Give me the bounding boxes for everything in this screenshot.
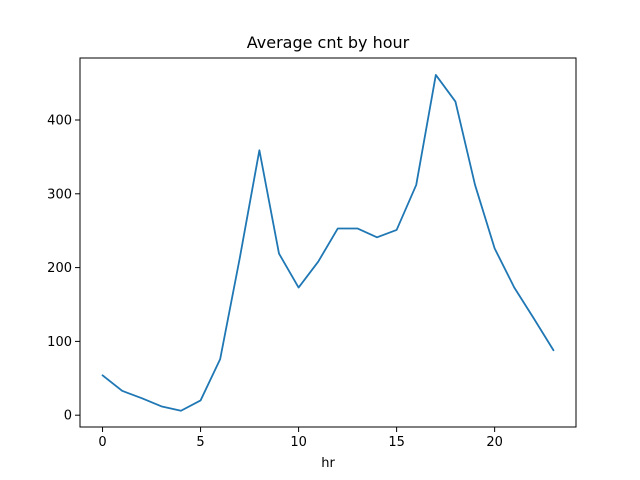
x-axis-label: hr — [321, 456, 335, 471]
series-line-0 — [101, 74, 555, 412]
x-tick-label: 5 — [196, 435, 204, 450]
y-tick-label: 0 — [64, 409, 72, 424]
plot-frame — [79, 57, 577, 428]
chart-title: Average cnt by hour — [247, 33, 410, 52]
x-tick-label: 10 — [290, 435, 307, 450]
y-tick-label: 200 — [47, 261, 72, 276]
y-axis: 0 100 200 300 400 — [47, 113, 80, 424]
x-tick-label: 20 — [486, 435, 503, 450]
y-tick-label: 400 — [47, 113, 72, 128]
series-layer — [101, 74, 555, 412]
x-tick-label: 0 — [98, 435, 106, 450]
x-tick-label: 15 — [388, 435, 405, 450]
y-tick-label: 100 — [47, 335, 72, 350]
x-axis: 0 5 10 15 20 — [98, 427, 503, 450]
y-tick-label: 300 — [47, 187, 72, 202]
